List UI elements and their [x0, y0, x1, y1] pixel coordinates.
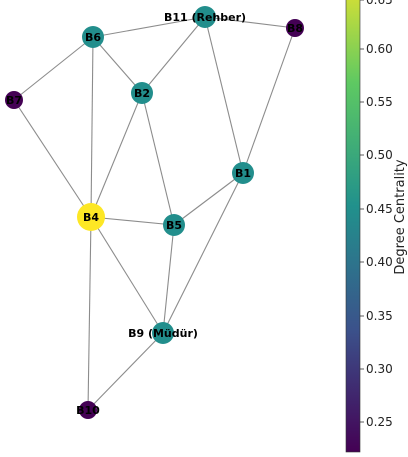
node-b5[interactable]: B5	[163, 214, 185, 236]
edge-b6-b7	[14, 37, 93, 100]
node-b1[interactable]: B1	[232, 162, 254, 184]
node-b11[interactable]: B11 (Rehber)	[164, 6, 246, 28]
node-label: B6	[85, 31, 101, 44]
edges-layer	[14, 17, 295, 410]
node-b7[interactable]: B7	[5, 91, 23, 109]
edge-b5-b9	[163, 225, 174, 333]
edge-b7-b4	[14, 100, 91, 217]
edge-b8-b1	[243, 28, 295, 173]
node-label: B10	[76, 404, 100, 417]
edge-b1-b9	[163, 173, 243, 333]
edge-b6-b4	[91, 37, 93, 217]
colorbar-tick-label: 0.45	[366, 202, 393, 216]
colorbar-tick-label: 0.25	[366, 415, 393, 429]
colorbar-gradient	[346, 0, 360, 452]
edge-b2-b5	[142, 93, 174, 225]
edge-b9-b10	[88, 333, 163, 410]
node-label: B5	[166, 219, 182, 232]
edge-b11-b2	[142, 17, 205, 93]
node-label: B11 (Rehber)	[164, 11, 246, 24]
node-label: B1	[235, 167, 251, 180]
nodes-layer: B11 (Rehber) B6 B8 B7 B2 B1 B4 B5 B9 (Müdür) B10	[5, 6, 304, 419]
node-label: B2	[134, 87, 150, 100]
edge-b6-b2	[93, 37, 142, 93]
node-b6[interactable]: B6	[82, 26, 104, 48]
colorbar-tick-label: 0.60	[366, 42, 393, 56]
colorbar-tick-label: 0.55	[366, 95, 393, 109]
edge-b5-b1	[174, 173, 243, 225]
edge-b4-b10	[88, 217, 91, 410]
colorbar-tick-label: 0.30	[366, 362, 393, 376]
colorbar-tick-label: 0.35	[366, 309, 393, 323]
node-b10[interactable]: B10	[76, 401, 100, 419]
colorbar-tick-label: 0.50	[366, 148, 393, 162]
node-b9[interactable]: B9 (Müdür)	[128, 322, 198, 344]
node-b2[interactable]: B2	[131, 82, 153, 104]
node-b4[interactable]: B4	[77, 203, 105, 231]
colorbar: 0.25 0.30 0.35 0.40 0.45 0.50 0.55 0.60 0.65 Deg…	[346, 0, 408, 452]
node-b8[interactable]: B8	[286, 19, 304, 37]
edge-b4-b9	[91, 217, 163, 333]
colorbar-tick-label: 0.40	[366, 255, 393, 269]
node-label: B9 (Müdür)	[128, 327, 198, 340]
colorbar-label: Degree Centrality	[393, 159, 408, 274]
edge-b2-b4	[91, 93, 142, 217]
node-label: B8	[287, 22, 303, 35]
colorbar-ticks: 0.25 0.30 0.35 0.40 0.45 0.50 0.55 0.60 0.65	[360, 0, 393, 429]
node-label: B7	[6, 94, 22, 107]
node-label: B4	[83, 211, 99, 224]
edge-b11-b1	[205, 17, 243, 173]
colorbar-tick-label: 0.65	[366, 0, 393, 7]
